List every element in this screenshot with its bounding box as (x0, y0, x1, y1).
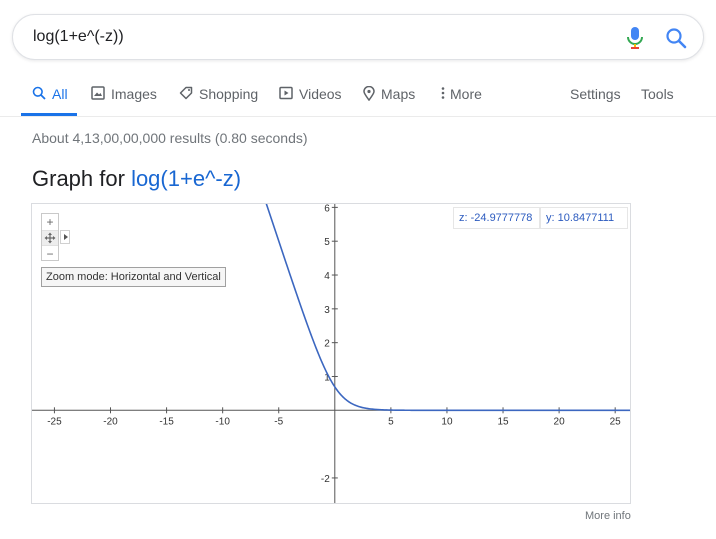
x-tick-label: 5 (388, 416, 394, 427)
y-tick-label: 2 (324, 339, 330, 350)
settings-label: Settings (570, 86, 621, 102)
y-tick-label: 5 (324, 237, 330, 248)
search-bar (12, 14, 704, 60)
x-tick-label: -20 (103, 416, 118, 427)
x-tick-label: -5 (274, 416, 283, 427)
tab-more[interactable]: More (440, 78, 482, 116)
tab-label: Maps (381, 86, 416, 102)
tab-videos[interactable]: Videos (279, 78, 342, 116)
tab-label: Shopping (199, 86, 259, 102)
image-icon (91, 86, 105, 100)
y-tick-label: 1 (324, 372, 330, 383)
x-tick-label: -10 (215, 416, 230, 427)
tools-label: Tools (641, 86, 674, 102)
x-tick-label: -15 (159, 416, 174, 427)
x-tick-label: -25 (47, 416, 62, 427)
tab-label: All (52, 86, 68, 102)
settings-link[interactable]: Settings (570, 78, 621, 116)
play-icon (279, 86, 293, 100)
search-icon[interactable] (664, 26, 688, 50)
y-tick-label: 4 (324, 271, 330, 282)
zoom-in-button[interactable]: + (46, 215, 54, 229)
tag-icon (179, 86, 193, 100)
zoom-control: + − (41, 213, 59, 261)
zoom-out-button[interactable]: − (46, 247, 54, 261)
tab-label: Videos (299, 86, 342, 102)
y-tick-label: 3 (324, 305, 330, 316)
result-stats: About 4,13,00,00,000 results (0.80 secon… (32, 130, 308, 146)
more-info-link[interactable]: More info (585, 510, 631, 522)
graph-panel[interactable]: -25 -20 -15 -10 -5 5 10 15 20 25 -2 1 2 3 4 5 6 + − Zoom… (31, 203, 631, 504)
pan-button[interactable] (42, 230, 58, 246)
x-tick-label: 20 (554, 416, 566, 427)
search-tabs: All Images Shopping Videos Maps (0, 78, 716, 116)
y-coordinate-readout[interactable]: y: 10.8477111 (540, 207, 628, 229)
search-input[interactable] (33, 15, 593, 59)
more-vert-icon (441, 87, 445, 99)
move-arrows-icon (44, 232, 56, 244)
tabs-divider (0, 116, 716, 117)
graph-heading-prefix: Graph for (32, 166, 125, 191)
tab-label: More (450, 86, 482, 102)
active-tab-underline (21, 113, 77, 116)
y-tick-label: 6 (324, 204, 330, 214)
function-graph[interactable]: -25 -20 -15 -10 -5 5 10 15 20 25 -2 1 2 3 4 5 6 (32, 204, 631, 504)
graph-function-link[interactable]: log(1+e^-z) (131, 166, 242, 191)
tools-link[interactable]: Tools (641, 78, 674, 116)
tab-shopping[interactable]: Shopping (179, 78, 258, 116)
pan-right-arrow-icon[interactable] (60, 230, 70, 244)
tab-maps[interactable]: Maps (363, 78, 415, 116)
y-tick-label: -2 (321, 474, 330, 485)
tab-label: Images (111, 86, 157, 102)
graph-heading: Graph for log(1+e^-z) (32, 166, 241, 192)
z-coordinate-readout[interactable]: z: -24.9777778 (453, 207, 540, 229)
x-tick-label: 10 (441, 416, 453, 427)
x-tick-label: 15 (497, 416, 509, 427)
function-curve (265, 204, 630, 412)
search-icon (32, 86, 46, 100)
tab-images[interactable]: Images (91, 78, 157, 116)
map-pin-icon (363, 86, 375, 101)
zoom-mode-label[interactable]: Zoom mode: Horizontal and Vertical (41, 267, 226, 287)
tab-all[interactable]: All (21, 78, 77, 116)
microphone-icon[interactable] (624, 26, 646, 50)
x-tick-label: 25 (610, 416, 622, 427)
